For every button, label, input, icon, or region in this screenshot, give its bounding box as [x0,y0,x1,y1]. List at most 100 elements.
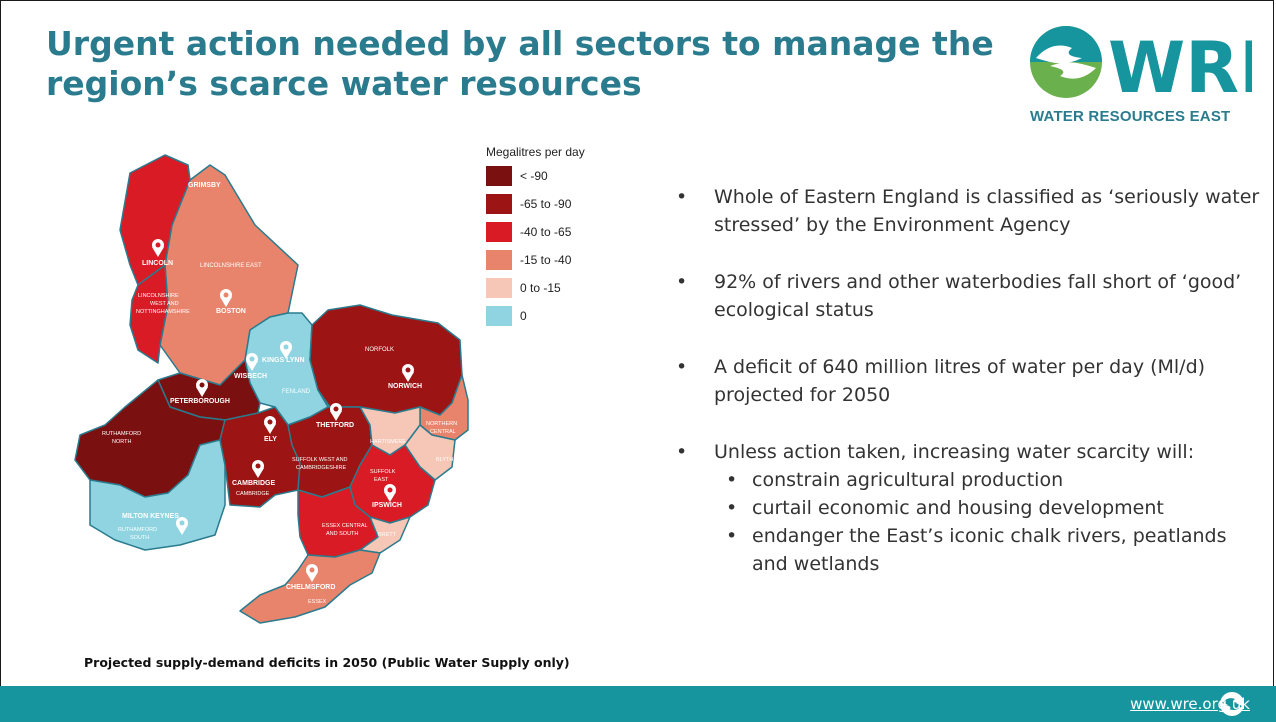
legend-item: 0 to -15 [486,277,626,299]
thetford-pin-icon [330,403,342,421]
bullet-item: • Whole of Eastern England is classified … [676,183,1266,239]
label-northern-central-1: NORTHERN [426,421,457,427]
title-line-1: Urgent action needed by all sectors to m… [46,24,994,63]
label-lincs-west-3: NOTTINGHAMSHIRE [136,309,190,315]
label-lincoln: LINCOLN [142,260,173,267]
legend-label: -15 to -40 [520,253,572,267]
norwich-pin-icon [402,364,414,382]
label-northern-central-2: CENTRAL [430,429,456,435]
legend-swatch [486,222,512,242]
legend-swatch [486,194,512,214]
sub-bullet-item: • constrain agricultural production [676,466,1266,494]
label-hartismere: HARTISMERE [370,439,406,445]
website-link[interactable]: www.wre.org.uk [1130,695,1250,713]
wre-footer-icon [1220,692,1244,716]
label-ruthamford-north-2: NORTH [112,439,131,445]
bullet-item: • Unless action taken, increasing water s… [676,438,1266,466]
bullet-text: Unless action taken, increasing water sc… [714,441,1195,463]
label-suffolk-east-1: SUFFOLK [370,469,396,475]
bullet-dot: • [726,469,738,491]
town-markers [152,239,414,582]
label-suffolk-west-2: CAMBRIDGESHIRE [296,465,346,471]
label-essex-central-1: ESSEX CENTRAL [322,523,368,529]
bullet-dot: • [676,356,688,378]
label-kings-lynn: KINGS LYNN [262,357,305,364]
legend-label: < -90 [520,169,548,183]
legend-item: 0 [486,305,626,327]
lincoln-pin-icon [152,239,164,257]
label-lincs-west-1: LINCOLNSHIRE [138,293,179,299]
map-caption: Projected supply-demand deficits in 2050… [84,655,570,670]
bullet-text: Whole of Eastern England is classified a… [714,186,1260,236]
peterborough-pin-icon [196,379,208,397]
label-thetford: THETFORD [316,422,354,429]
label-wisbech: WISBECH [234,373,267,380]
ely-pin-icon [264,416,276,434]
sub-bullet-item: • endanger the East’s iconic chalk rivers… [676,522,1266,578]
zone-lincoln [119,154,191,286]
zone-brett [359,516,411,554]
label-essex-central-2: AND SOUTH [326,531,358,537]
label-ipswich: IPSWICH [372,502,402,509]
label-chelmsford: CHELMSFORD [286,584,335,591]
deficit-map: GRIMSBY LINCOLN LINCOLNSHIRE EAST LINCOL… [60,145,480,645]
label-brett: BRETT [378,532,397,538]
kings-lynn-pin-icon [280,341,292,359]
footer-bar: www.wre.org.uk [0,686,1276,722]
legend-swatch [486,278,512,298]
bullet-text: A deficit of 640 million litres of water… [714,356,1206,406]
label-cambridge-town: CAMBRIDGE [232,480,275,487]
label-ely: ELY [264,436,277,443]
sub-bullet-item: • curtail economic and housing developmen… [676,494,1266,522]
sub-bullet-text: constrain agricultural production [752,469,1064,491]
label-peterborough: PETERBOROUGH [170,398,230,405]
label-cambridge-zone: CAMBRIDGE [236,491,270,497]
slide-title: Urgent action needed by all sectors to m… [46,24,1006,104]
sub-bullet-text: endanger the East’s iconic chalk rivers,… [752,525,1227,575]
bullet-dot: • [726,497,738,519]
bullet-dot: • [726,525,738,547]
map-legend: Megalitres per day < -90 -65 to -90 -40 … [486,145,626,333]
label-norwich: NORWICH [388,383,422,390]
wisbech-pin-icon [246,353,258,371]
label-suffolk-west-1: SUFFOLK WEST AND [292,457,348,463]
key-points: • Whole of Eastern England is classified … [676,183,1266,578]
label-ruthamford-south-2: SOUTH [130,535,149,541]
sub-bullet-text: curtail economic and housing development [752,497,1164,519]
zone-lincs-west [129,264,169,364]
bullet-dot: • [676,186,688,208]
label-fenland: FENLAND [282,389,311,395]
ipswich-pin-icon [384,484,396,502]
boston-pin-icon [220,289,232,307]
label-blyth: BLYTH [436,457,453,463]
zone-essex [239,549,381,624]
label-milton-keynes: MILTON KEYNES [122,513,179,520]
label-lincs-west-2: WEST AND [150,301,179,307]
cambridge-pin-icon [252,460,264,478]
label-boston: BOSTON [216,308,246,315]
label-essex: ESSEX [308,599,327,605]
chelmsford-pin-icon [306,564,318,582]
legend-item: -65 to -90 [486,193,626,215]
label-grimsby: GRIMSBY [188,182,221,189]
legend-swatch [486,250,512,270]
svg-text:WRE: WRE [1108,27,1252,108]
legend-item: -15 to -40 [486,249,626,271]
legend-item: -40 to -65 [486,221,626,243]
title-line-2: region’s scarce water resources [46,64,642,103]
bullet-item: • 92% of rivers and other waterbodies fal… [676,268,1266,324]
logo-subtitle: WATER RESOURCES EAST [1030,108,1231,125]
label-ruthamford-north-1: RUTHAMFORD [102,431,141,437]
label-suffolk-east-2: EAST [374,477,389,483]
wre-logo: WRE WATER RESOURCES EAST [1022,18,1276,136]
milton-keynes-pin-icon [176,517,188,535]
bullet-dot: • [676,441,688,463]
legend-label: 0 to -15 [520,281,561,295]
wave-hands-icon: WRE [1030,26,1276,109]
bullet-item: • A deficit of 640 million litres of wate… [676,353,1266,409]
legend-label: 0 [520,309,527,323]
bullet-dot: • [676,271,688,293]
legend-swatch [486,166,512,186]
legend-item: < -90 [486,165,626,187]
legend-label: -40 to -65 [520,225,572,239]
